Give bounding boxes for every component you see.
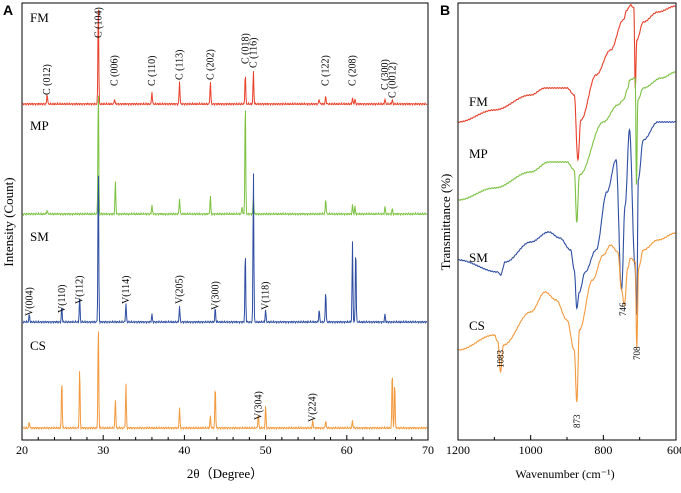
peak-label-c-110: C (110) — [147, 56, 158, 86]
xrd-series-name-sm: SM — [30, 229, 49, 244]
xrd-line-mp — [22, 95, 428, 217]
peak-label-v-304: V(304) — [253, 391, 264, 420]
band-label-746: 746 — [618, 302, 628, 316]
x-tick-label-1000: 1000 — [519, 443, 543, 457]
xrd-series-name-cs: CS — [30, 338, 46, 353]
ftir-series-name-cs: CS — [469, 318, 485, 333]
x-tick-label-30: 30 — [97, 443, 109, 457]
xrd-line-cs — [23, 331, 428, 431]
xrd-line-fm — [22, 9, 428, 107]
panel-b-y-label: Transmittance (%) — [438, 174, 453, 271]
band-label-708: 708 — [632, 346, 642, 360]
x-tick-label-1200: 1200 — [446, 443, 470, 457]
panel-b-frame — [457, 2, 677, 441]
x-tick-label-800: 800 — [594, 443, 612, 457]
x-tick-label-60: 60 — [341, 443, 353, 457]
peak-label-c-0012: C (0012) — [387, 62, 398, 98]
band-label-1083: 1083 — [496, 350, 506, 369]
panel-b-x-axis: 1200 1000 800 600 — [446, 435, 681, 457]
xrd-line-sm — [22, 173, 428, 325]
peak-label-c-208: C (208) — [348, 55, 359, 86]
x-tick-label-50: 50 — [260, 443, 272, 457]
panel-a-label: A — [3, 2, 13, 18]
panel-a-annotations: C (012) C (104) C (006) C (110) C (113) C (20… — [24, 7, 398, 422]
x-tick-label-70: 70 — [422, 443, 434, 457]
peak-label-c-202: C (202) — [205, 49, 216, 80]
ftir-line-mp — [458, 71, 676, 223]
peak-label-c-122: C (122) — [321, 55, 332, 86]
panel-a-frame — [21, 2, 429, 441]
x-tick-label-40: 40 — [178, 443, 190, 457]
panel-a-series-names: FM MP SM CS — [30, 10, 49, 353]
panel-b-series-names: FM MP SM CS — [469, 94, 488, 333]
panel-a-x-label: 2θ（Degree） — [187, 466, 263, 481]
peak-label-v-224: V(224) — [308, 393, 319, 422]
panel-b-x-label: Wavenumber (cm⁻¹) — [515, 467, 614, 481]
peak-label-v-110: V(110) — [57, 284, 68, 313]
panel-b: B 1200 1000 800 600 Wavenumber (cm⁻¹) Trans… — [438, 2, 681, 481]
band-label-873: 873 — [572, 414, 582, 428]
peak-label-c-012: C (012) — [42, 64, 53, 95]
peak-label-v-114: V(114) — [121, 275, 132, 304]
panel-b-annotations: 1083 873 746 708 — [496, 302, 642, 428]
panel-b-series — [458, 4, 676, 402]
x-tick-label-600: 600 — [667, 443, 681, 457]
panel-a-series — [22, 9, 428, 431]
panel-b-label: B — [440, 2, 450, 18]
peak-label-c-116: C (116) — [248, 38, 259, 68]
peak-label-v-300: V(300) — [210, 281, 221, 310]
ftir-series-name-fm: FM — [469, 94, 488, 109]
peak-label-v-205: V(205) — [175, 275, 186, 304]
panel-a-x-axis: 20 30 40 50 60 70 — [16, 435, 434, 457]
ftir-line-fm — [458, 4, 676, 162]
panel-a-y-label: Intensity (Count) — [1, 177, 16, 266]
peak-label-c-300: C (300) — [380, 59, 391, 90]
peak-label-v-118: V(118) — [261, 281, 272, 310]
peak-label-v-112: V(112) — [75, 275, 86, 304]
ftir-series-name-mp: MP — [469, 146, 488, 161]
x-tick-label-20: 20 — [16, 443, 28, 457]
peak-label-c-113: C (113) — [175, 50, 186, 80]
xrd-series-name-mp: MP — [30, 118, 49, 133]
peak-label-v-004: V(004) — [24, 287, 35, 316]
peak-label-c-104: C (104) — [93, 7, 104, 38]
ftir-series-name-sm: SM — [469, 250, 488, 265]
panel-a: A 20 30 40 50 60 70 2θ（Degree） Intensity (Cou… — [1, 2, 434, 481]
xrd-series-name-fm: FM — [30, 10, 49, 25]
peak-label-c-018: C (018) — [240, 33, 251, 64]
peak-label-c-006: C (006) — [110, 55, 121, 86]
ftir-line-cs — [458, 232, 676, 402]
ftir-line-sm — [458, 120, 676, 315]
